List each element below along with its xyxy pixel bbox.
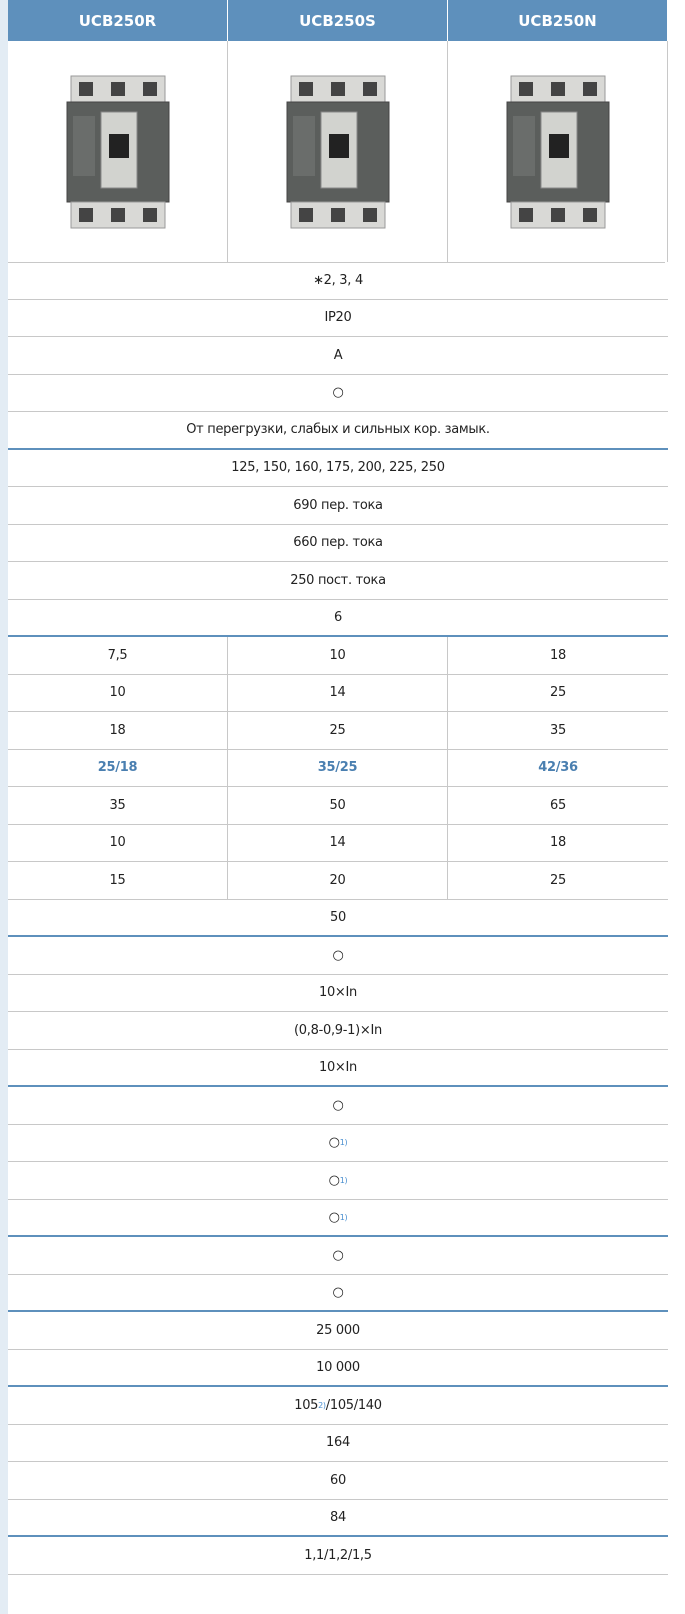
cell-text: 164: [326, 1435, 350, 1450]
cell-text: ∗2, 3, 4: [313, 273, 363, 288]
table-cell: 6: [8, 600, 668, 638]
table-cell: 60: [8, 1462, 668, 1500]
table-cell: IP20: [8, 300, 668, 338]
table-cell: ○1): [8, 1200, 668, 1238]
breaker-image: [63, 72, 173, 232]
table-cell: 10×In: [8, 1050, 668, 1088]
cell-text: 1,1/1,2/1,5: [304, 1548, 371, 1563]
table-cell: 35: [8, 787, 228, 825]
cell-text: IP20: [324, 310, 351, 325]
table-cell: 250 пост. тока: [8, 562, 668, 600]
table-cell: 125, 150, 160, 175, 200, 225, 250: [8, 450, 668, 488]
cell-text: ○: [332, 948, 343, 963]
footnote-ref: 1): [340, 1176, 348, 1185]
table-cell: 660 пер. тока: [8, 525, 668, 563]
cell-text: 125, 150, 160, 175, 200, 225, 250: [231, 460, 444, 475]
table-cell: 25: [448, 862, 668, 900]
table-cell: 14: [228, 825, 448, 863]
table-cell: 1,1/1,2/1,5: [8, 1537, 668, 1575]
table-cell: 25: [228, 712, 448, 750]
cell-text: 84: [330, 1510, 346, 1525]
table-cell: 164: [8, 1425, 668, 1463]
table-cell: (0,8-0,9-1)×In: [8, 1012, 668, 1050]
table-cell: ∗2, 3, 4: [8, 262, 668, 300]
cell-text: 660 пер. тока: [293, 535, 382, 550]
table-cell: 25: [448, 675, 668, 713]
cell-text: ○: [329, 1210, 340, 1225]
footnote-ref: 1): [340, 1138, 348, 1147]
table-cell: 690 пер. тока: [8, 487, 668, 525]
table-cell: 15: [8, 862, 228, 900]
table-cell: ○1): [8, 1162, 668, 1200]
table-cell: ○1): [8, 1125, 668, 1163]
table-cell: 10×In: [8, 975, 668, 1013]
breaker-image: [283, 72, 393, 232]
table-cell: 25 000: [8, 1312, 668, 1350]
footnote-ref: 1): [340, 1213, 348, 1222]
cell-text: 10 000: [316, 1360, 360, 1375]
table-cell: A: [8, 337, 668, 375]
cell-text: ○: [329, 1135, 340, 1150]
table-cell: 18: [448, 825, 668, 863]
table-cell: 50: [8, 900, 668, 938]
table-cell: ○: [8, 937, 668, 975]
table-cell: 7,5: [8, 637, 228, 675]
table-cell: 35: [448, 712, 668, 750]
row-label-stub: [0, 0, 8, 1614]
breaker-image: [503, 72, 613, 232]
cell-text: A: [334, 348, 343, 363]
table-cell: ○: [8, 1237, 668, 1275]
cell-text: /105/140: [326, 1398, 382, 1413]
cell-text: От перегрузки, слабых и сильных кор. зам…: [186, 422, 490, 437]
spec-table: UCB250R UCB250S UCB250N ∗2, 3, 4 IP20 A ○ От…: [0, 0, 685, 1614]
table-cell: 18: [448, 637, 668, 675]
footnote-ref: 2): [318, 1401, 326, 1410]
column-header: UCB250S: [228, 0, 448, 41]
table-cell: ○: [8, 1087, 668, 1125]
table-cell: 35/25: [228, 750, 448, 788]
cell-text: 250 пост. тока: [290, 573, 386, 588]
table-cell: 10: [228, 637, 448, 675]
table-cell: 10 000: [8, 1350, 668, 1388]
cell-text: 105: [294, 1398, 318, 1413]
table-cell: 14: [228, 675, 448, 713]
column-header: UCB250R: [8, 0, 228, 41]
table-cell: ○: [8, 1275, 668, 1313]
cell-text: 25 000: [316, 1323, 360, 1338]
image-cell: [228, 41, 448, 262]
cell-text: (0,8-0,9-1)×In: [294, 1023, 382, 1038]
table-cell: 42/36: [448, 750, 668, 788]
cell-text: ○: [332, 1285, 343, 1300]
cell-text: 6: [334, 610, 342, 625]
cell-text: 690 пер. тока: [293, 498, 382, 513]
image-cell: [8, 41, 228, 262]
cell-text: 10×In: [319, 985, 357, 1000]
table-cell: 25/18: [8, 750, 228, 788]
image-cell: [448, 41, 668, 262]
table-cell: 10: [8, 825, 228, 863]
cell-text: 10×In: [319, 1060, 357, 1075]
table-cell: 18: [8, 712, 228, 750]
table-cell: От перегрузки, слабых и сильных кор. зам…: [8, 412, 668, 450]
table-cell: 50: [228, 787, 448, 825]
cell-text: ○: [329, 1173, 340, 1188]
column-header: UCB250N: [448, 0, 668, 41]
cell-text: 50: [330, 910, 346, 925]
cell-text: 60: [330, 1473, 346, 1488]
table-cell: ○: [8, 375, 668, 413]
cell-text: ○: [332, 1098, 343, 1113]
cell-text: ○: [332, 1248, 343, 1263]
cell-text: ○: [332, 385, 343, 400]
table-cell: 65: [448, 787, 668, 825]
table-cell: 10: [8, 675, 228, 713]
table-cell: 20: [228, 862, 448, 900]
table-cell: 84: [8, 1500, 668, 1538]
